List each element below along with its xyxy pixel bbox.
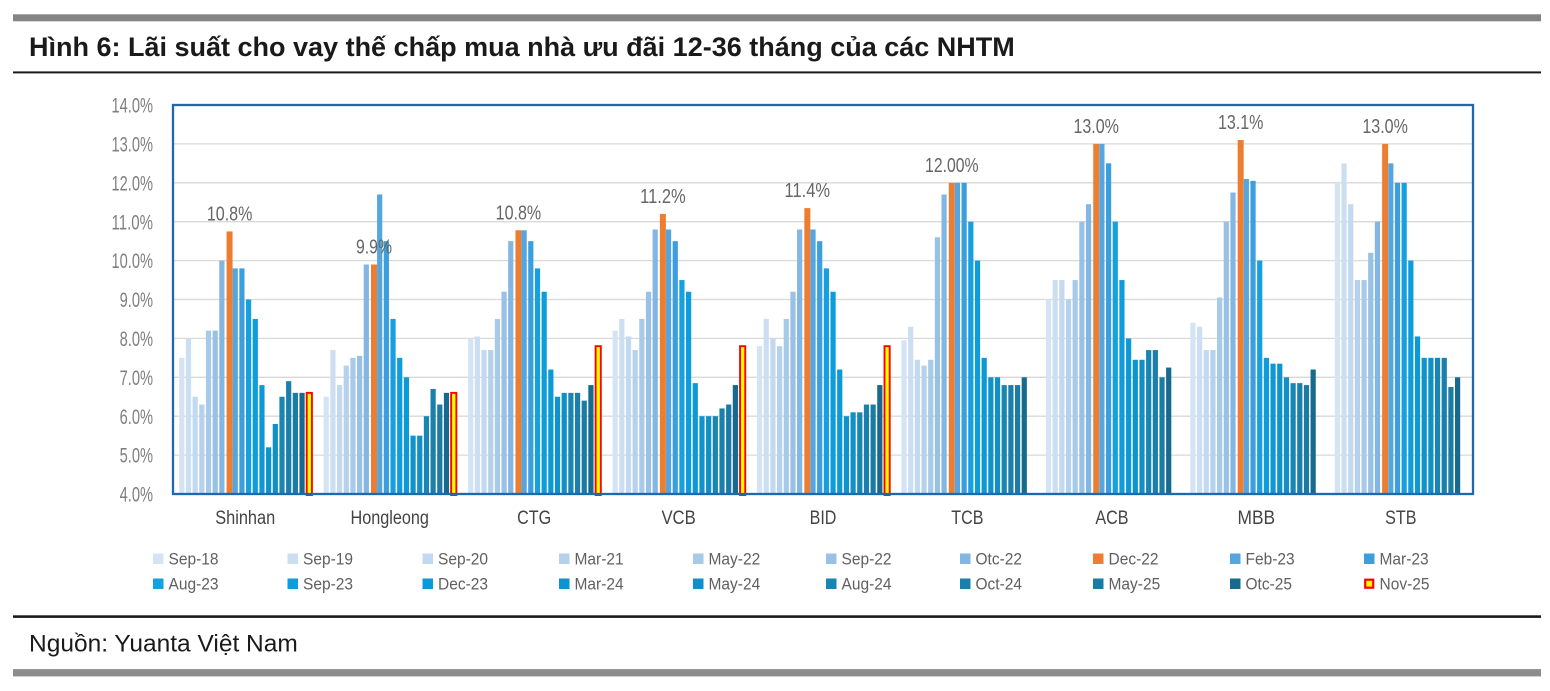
svg-text:Shinhan: Shinhan <box>215 508 275 529</box>
svg-text:Nov-25: Nov-25 <box>1380 575 1430 594</box>
svg-text:12.00%: 12.00% <box>925 155 979 177</box>
svg-text:STB: STB <box>1385 508 1416 529</box>
svg-text:11.2%: 11.2% <box>640 186 686 208</box>
svg-text:6.0%: 6.0% <box>120 406 153 429</box>
svg-text:12.0%: 12.0% <box>112 172 154 195</box>
svg-text:Nguồn: Yuanta Việt Nam: Nguồn: Yuanta Việt Nam <box>29 631 298 658</box>
svg-text:Mar-23: Mar-23 <box>1380 550 1429 569</box>
svg-text:Mar-24: Mar-24 <box>575 575 624 594</box>
svg-text:Hongleong: Hongleong <box>351 508 429 529</box>
svg-text:9.9%: 9.9% <box>356 237 392 259</box>
svg-text:Mar-21: Mar-21 <box>575 550 624 569</box>
svg-text:13.0%: 13.0% <box>1362 116 1408 138</box>
svg-text:10.8%: 10.8% <box>207 203 253 225</box>
svg-text:Sep-22: Sep-22 <box>842 550 892 569</box>
svg-text:Sep-18: Sep-18 <box>169 550 219 569</box>
svg-text:11.0%: 11.0% <box>112 211 154 234</box>
svg-text:Dec-22: Dec-22 <box>1109 550 1159 569</box>
svg-text:CTG: CTG <box>517 508 551 529</box>
svg-text:BID: BID <box>810 508 837 529</box>
svg-text:10.0%: 10.0% <box>112 250 154 273</box>
svg-text:Otc-22: Otc-22 <box>976 550 1023 569</box>
svg-text:Dec-23: Dec-23 <box>438 575 488 594</box>
svg-text:May-25: May-25 <box>1109 575 1161 594</box>
svg-text:MBB: MBB <box>1238 508 1276 529</box>
svg-text:9.0%: 9.0% <box>120 289 153 312</box>
svg-text:13.0%: 13.0% <box>112 134 154 157</box>
svg-text:Sep-20: Sep-20 <box>438 550 488 569</box>
svg-text:May-22: May-22 <box>709 550 761 569</box>
svg-text:Otc-25: Otc-25 <box>1246 575 1293 594</box>
svg-text:ACB: ACB <box>1095 508 1128 529</box>
svg-text:4.0%: 4.0% <box>120 484 153 507</box>
svg-text:May-24: May-24 <box>709 575 761 594</box>
svg-text:5.0%: 5.0% <box>120 445 153 468</box>
svg-text:Aug-23: Aug-23 <box>169 575 219 594</box>
svg-text:Sep-19: Sep-19 <box>303 550 353 569</box>
svg-text:Aug-24: Aug-24 <box>842 575 892 594</box>
svg-text:Hình 6: Lãi suất cho vay thế c: Hình 6: Lãi suất cho vay thế chấp mua nh… <box>29 32 1015 62</box>
svg-text:13.0%: 13.0% <box>1073 116 1119 138</box>
svg-text:14.0%: 14.0% <box>112 95 154 118</box>
svg-text:Sep-23: Sep-23 <box>303 575 353 594</box>
svg-text:TCB: TCB <box>951 508 983 529</box>
svg-text:Oct-24: Oct-24 <box>976 575 1023 594</box>
svg-text:Feb-23: Feb-23 <box>1246 550 1295 569</box>
svg-text:10.8%: 10.8% <box>496 202 542 224</box>
svg-text:7.0%: 7.0% <box>120 367 153 390</box>
svg-text:8.0%: 8.0% <box>120 328 153 351</box>
svg-text:VCB: VCB <box>661 508 695 529</box>
svg-text:13.1%: 13.1% <box>1218 112 1264 134</box>
svg-text:11.4%: 11.4% <box>785 180 831 202</box>
